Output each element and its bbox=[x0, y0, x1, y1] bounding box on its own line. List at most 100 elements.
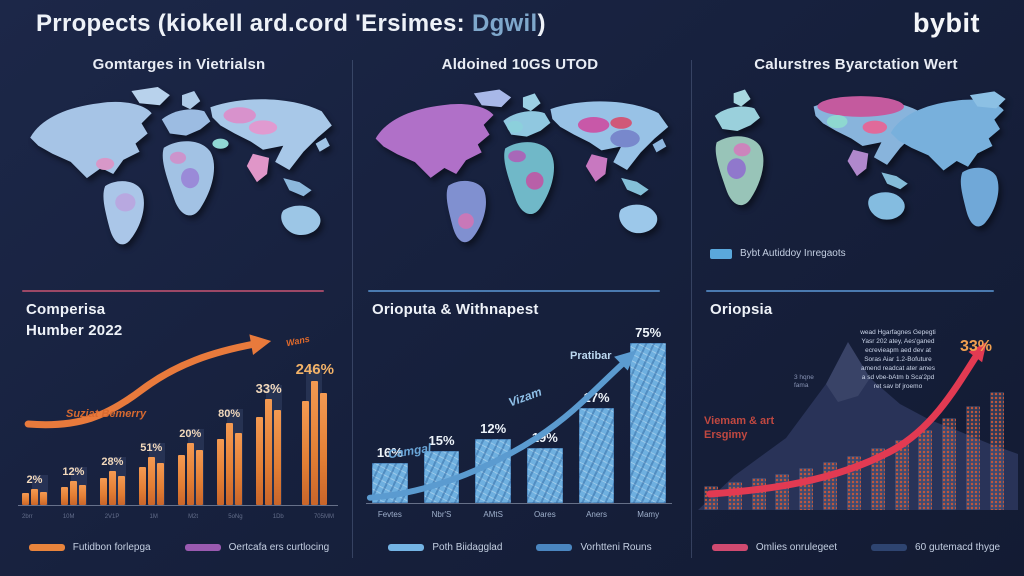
bar-value-label: 75% bbox=[635, 325, 662, 340]
world-map-2 bbox=[375, 89, 669, 243]
bar bbox=[475, 439, 512, 503]
legend-item: 60 gutemacd thyge bbox=[871, 542, 1000, 553]
bar bbox=[78, 485, 86, 505]
axis-label: 705MM bbox=[313, 514, 334, 520]
legend-item: Oertcafa ers curtlocing bbox=[184, 542, 330, 553]
bar-group: 51% bbox=[138, 442, 165, 505]
bar-row bbox=[256, 399, 282, 505]
bar-row bbox=[22, 489, 47, 505]
chart2-axis-labels: Fevtes Nbr'S AMtS Oares Aners Mamy bbox=[372, 510, 666, 519]
column-1: Gomtarges in Vietrialsn Comperisa Humber … bbox=[12, 56, 346, 568]
bar bbox=[147, 457, 155, 505]
bybit-logo: bybit bbox=[913, 8, 980, 38]
axis-label: Fevtes bbox=[377, 510, 402, 519]
bar-group: 20% bbox=[177, 428, 204, 505]
bar bbox=[894, 440, 909, 510]
legend-swatch-lightblue bbox=[388, 544, 425, 551]
legend-swatch-blue bbox=[536, 544, 573, 551]
legend-item: Poth Biidagglad bbox=[388, 542, 502, 553]
bar bbox=[630, 343, 667, 503]
column-divider-2 bbox=[691, 60, 692, 558]
bar-row bbox=[216, 423, 242, 505]
legend-label: 60 gutemacd thyge bbox=[915, 542, 1001, 553]
bar bbox=[302, 401, 310, 505]
bar bbox=[918, 430, 933, 510]
bar-value-label: 33% bbox=[255, 381, 282, 396]
chart2-bars: 16% 15% 12% 19% 17% 75% bbox=[366, 324, 672, 504]
bar-group: 28% bbox=[99, 456, 126, 505]
legend-swatch-purple bbox=[184, 544, 221, 551]
bar bbox=[60, 487, 68, 505]
bar bbox=[320, 393, 328, 505]
bar bbox=[727, 482, 742, 510]
bar bbox=[527, 448, 563, 503]
bar bbox=[423, 451, 460, 503]
bar bbox=[195, 450, 203, 505]
column-2-header: Aldoined 10GS UTOD bbox=[441, 56, 599, 73]
bar-value-label: 51% bbox=[140, 442, 163, 454]
bar-row bbox=[60, 481, 86, 505]
blue-bar-chart: Camgal Vizam Pratibar 16% 15% 12% 19% 17% 75%… bbox=[360, 324, 676, 522]
bar-value-label: 15% bbox=[428, 433, 455, 448]
bar-row bbox=[177, 443, 203, 505]
chart1-axis-labels: 2brr 10M 2V1P 1M M2t 5oNg 1Db 705MM bbox=[22, 514, 334, 520]
bar-value-label: 2% bbox=[26, 474, 43, 486]
bar bbox=[823, 462, 838, 510]
bar-value-label: 17% bbox=[583, 390, 610, 405]
bar-group: 2% bbox=[22, 474, 48, 505]
chart1-bars: 2% 12% 28% 51% 20% 80% 33% 246% bbox=[18, 326, 338, 506]
bar-row bbox=[302, 381, 328, 505]
bar bbox=[108, 471, 116, 505]
chart3-left-annotation: Viemam & art Ersgimy bbox=[704, 415, 775, 441]
column-2-subheader: Orioputa & Withnapest bbox=[372, 301, 539, 318]
legend-label: Oertcafa ers curtlocing bbox=[228, 542, 330, 553]
bar bbox=[22, 493, 29, 505]
bar-value-label: 20% bbox=[179, 428, 202, 440]
mountain-bar-chart: 33% wead Hgarfagnes Gepegti Yasr 202 atey… bbox=[698, 322, 1018, 526]
column-3-legend: Omlies onrulegeet 60 gutemacd thyge bbox=[696, 542, 1016, 553]
bar bbox=[265, 399, 273, 505]
legend-label: Vorhtteni Rouns bbox=[580, 542, 652, 553]
bar-column: 19% bbox=[527, 430, 563, 503]
bar bbox=[870, 448, 885, 510]
chart3-paragraph: wead Hgarfagnes Gepegti Yasr 202 atey, Ae… bbox=[860, 329, 936, 390]
bar bbox=[225, 423, 233, 505]
legend-swatch-pink bbox=[711, 544, 748, 551]
bar bbox=[216, 439, 224, 505]
bar-row bbox=[138, 457, 164, 505]
bar-group: 33% bbox=[256, 381, 282, 505]
axis-label: M2t bbox=[188, 514, 199, 520]
bar bbox=[775, 474, 790, 510]
world-map-1 bbox=[30, 86, 332, 245]
title-prefix: Prropects (kiokell ard.cord 'Ersimes: bbox=[36, 10, 472, 37]
axis-label: Mamy bbox=[637, 510, 660, 519]
axis-label: 2brr bbox=[22, 514, 33, 520]
legend-item: Futidbon forlepga bbox=[28, 542, 151, 553]
column-3-subheader: Oriopsia bbox=[710, 301, 773, 318]
legend-label: Poth Biidagglad bbox=[432, 542, 503, 553]
bar bbox=[69, 481, 77, 505]
chart1-annotation: Suziat Bemerry bbox=[66, 408, 147, 420]
bar bbox=[966, 406, 981, 510]
bar bbox=[186, 443, 194, 505]
legend-swatch-darkblue bbox=[871, 544, 908, 551]
bar-column: 75% bbox=[630, 325, 667, 503]
title-suffix: ) bbox=[537, 10, 546, 37]
bar bbox=[311, 381, 319, 505]
section-divider-pink bbox=[22, 290, 324, 292]
section-divider-blue bbox=[706, 290, 994, 292]
axis-label: 5oNg bbox=[228, 514, 243, 520]
bar bbox=[99, 478, 107, 505]
world-map-3-pacific bbox=[714, 89, 1006, 227]
bar bbox=[256, 417, 264, 505]
column-2-legend: Poth Biidagglad Vorhtteni Rouns bbox=[358, 542, 682, 553]
legend-label: Omlies onrulegeet bbox=[755, 542, 838, 553]
map-3-legend: Bybt Autiddoy Inregaots bbox=[710, 248, 846, 259]
bar bbox=[751, 478, 766, 510]
bar-group: 80% bbox=[216, 408, 243, 505]
bar bbox=[138, 467, 146, 505]
column-1-legend: Futidbon forlepga Oertcafa ers curtlocin… bbox=[12, 542, 346, 553]
column-3-header: Calurstres Byarctation Wert bbox=[754, 56, 958, 73]
column-1-header: Gomtarges in Vietrialsn bbox=[92, 56, 266, 73]
